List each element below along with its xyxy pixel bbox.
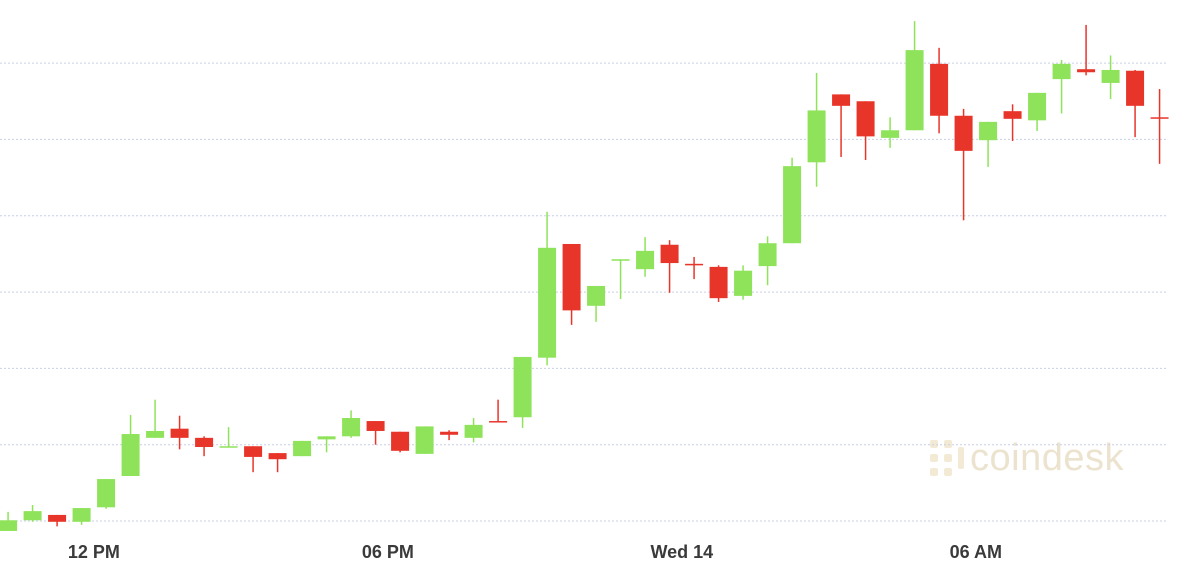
candle-body (709, 266, 728, 299)
candle-body (464, 424, 483, 438)
candle-body (562, 243, 581, 311)
candle-body (489, 421, 508, 423)
candle-body (734, 270, 753, 296)
candle-body (587, 285, 606, 306)
candle-body (636, 250, 655, 270)
candle-body (513, 356, 532, 418)
candle-body (121, 434, 140, 477)
candle-body (954, 115, 973, 151)
candle-body (930, 63, 949, 116)
x-tick-label: 12 PM (68, 542, 120, 562)
candle-body (1077, 69, 1096, 73)
x-tick-label: Wed 14 (650, 542, 713, 562)
candle-body (317, 436, 336, 440)
candle-body (856, 101, 875, 137)
candle-body (72, 508, 91, 522)
candle-body (0, 520, 18, 531)
candle-body (244, 446, 263, 457)
candle-body (440, 431, 459, 435)
candle-body (219, 446, 238, 448)
candle-body (170, 428, 189, 438)
candle-body (23, 511, 42, 521)
candle-body (366, 421, 385, 431)
candle-body (611, 259, 630, 261)
candle-body (832, 94, 851, 106)
candle-body (1101, 69, 1120, 83)
candle-body (881, 130, 900, 138)
candle-body (1028, 92, 1047, 121)
candle-body (905, 50, 924, 131)
candle-body (268, 453, 287, 460)
candle-body (1052, 63, 1071, 80)
candle-body (342, 417, 361, 437)
candle-body (660, 244, 679, 264)
x-tick-label: 06 AM (950, 542, 1002, 562)
candle-body (807, 110, 826, 163)
candle-body (758, 243, 777, 267)
watermark-logo (930, 440, 964, 476)
candle-body (391, 431, 410, 451)
candle-body (1003, 111, 1022, 119)
candle-body (685, 263, 704, 266)
candle-body (538, 247, 557, 358)
candle-body (979, 121, 998, 141)
candle-body (48, 514, 67, 522)
candle-body (97, 479, 116, 508)
candle-body (783, 166, 802, 244)
candle-body (293, 440, 312, 457)
candle-body (195, 437, 214, 448)
watermark: coindesk (970, 437, 1124, 479)
candle-body (1150, 117, 1169, 119)
candle-body (146, 430, 165, 438)
candle-body (1126, 70, 1145, 106)
candle-body (415, 426, 434, 454)
x-tick-label: 06 PM (362, 542, 414, 562)
